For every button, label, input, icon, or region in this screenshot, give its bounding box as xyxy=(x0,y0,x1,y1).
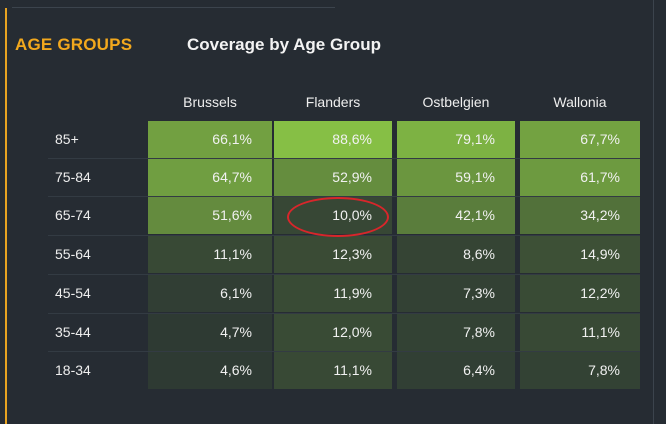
heatmap-cell: 61,7% xyxy=(520,159,640,196)
row-label-85+: 85+ xyxy=(55,131,79,147)
section-label: AGE GROUPS xyxy=(15,35,133,54)
heatmap-cell: 7,3% xyxy=(397,275,515,312)
row-label-65-74: 65-74 xyxy=(55,207,91,223)
heatmap-cell: 8,6% xyxy=(397,236,515,273)
row-label-35-44: 35-44 xyxy=(55,324,91,340)
heatmap-cell: 4,6% xyxy=(148,352,272,389)
heatmap-cell: 64,7% xyxy=(148,159,272,196)
heatmap-cell: 34,2% xyxy=(520,197,640,234)
heatmap-cell: 6,4% xyxy=(397,352,515,389)
heatmap-cell: 66,1% xyxy=(148,121,272,158)
row-label-18-34: 18-34 xyxy=(55,362,91,378)
row-divider xyxy=(48,158,640,159)
row-label-55-64: 55-64 xyxy=(55,246,91,262)
heatmap-cell: 42,1% xyxy=(397,197,515,234)
column-header-flanders: Flanders xyxy=(305,94,361,110)
row-label-45-54: 45-54 xyxy=(55,285,91,301)
row-divider xyxy=(48,274,640,275)
heatmap-cell: 52,9% xyxy=(274,159,392,196)
column-header-ostbelgien: Ostbelgien xyxy=(422,94,490,110)
heatmap-cell: 7,8% xyxy=(397,314,515,351)
heatmap-cell: 7,8% xyxy=(520,352,640,389)
section-accent-bar xyxy=(5,8,7,424)
right-divider xyxy=(653,0,654,424)
heatmap-cell: 11,1% xyxy=(148,236,272,273)
heatmap-cell: 4,7% xyxy=(148,314,272,351)
heatmap-cell: 11,1% xyxy=(520,314,640,351)
heatmap-cell: 11,9% xyxy=(274,275,392,312)
heatmap-cell: 6,1% xyxy=(148,275,272,312)
row-divider xyxy=(48,313,640,314)
heatmap-cell: 14,9% xyxy=(520,236,640,273)
column-header-brussels: Brussels xyxy=(183,94,237,110)
heatmap-cell: 12,3% xyxy=(274,236,392,273)
heatmap-cell: 11,1% xyxy=(274,352,392,389)
row-label-75-84: 75-84 xyxy=(55,169,91,185)
heatmap-cell: 12,0% xyxy=(274,314,392,351)
row-divider xyxy=(48,351,640,352)
chart-title: Coverage by Age Group xyxy=(187,35,381,54)
column-header-wallonia: Wallonia xyxy=(553,94,607,110)
heatmap-cell: 12,2% xyxy=(520,275,640,312)
heatmap-cell: 51,6% xyxy=(148,197,272,234)
top-divider xyxy=(12,7,335,8)
heatmap-cell: 67,7% xyxy=(520,121,640,158)
heatmap-cell: 79,1% xyxy=(397,121,515,158)
heatmap-cell: 88,6% xyxy=(274,121,392,158)
heatmap-cell: 10,0% xyxy=(274,197,392,234)
row-divider xyxy=(48,196,640,197)
heatmap-cell: 59,1% xyxy=(397,159,515,196)
